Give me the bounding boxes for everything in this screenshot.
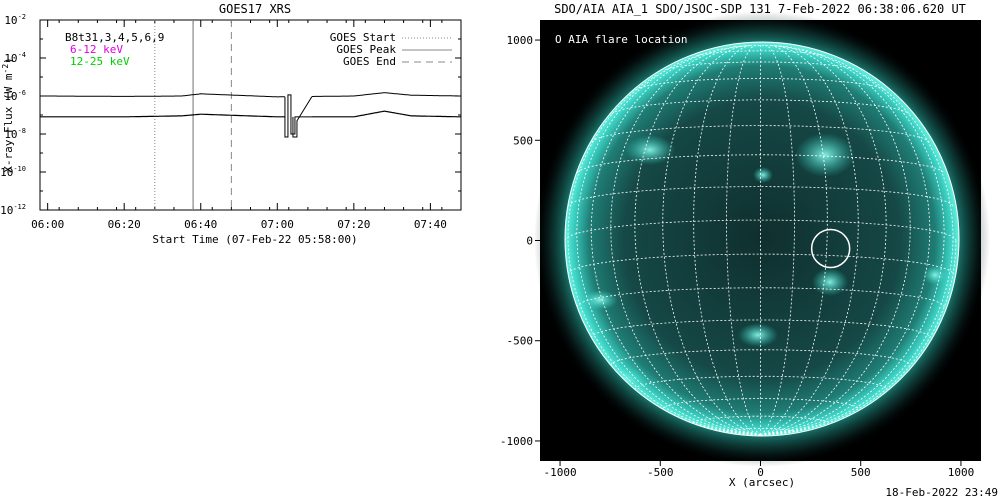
channel-label-black: B8t31,3,4,5,6,9: [65, 31, 164, 44]
legend-goes-peak-label: GOES Peak: [336, 43, 396, 56]
aia-x-tick-label: 0: [757, 466, 764, 479]
active-region: [795, 133, 855, 177]
legend-goes-end-label: GOES End: [343, 55, 396, 68]
aia-x-tick-label: -1000: [543, 466, 576, 479]
plot-timestamp: 18-Feb-2022 23:49: [885, 486, 998, 499]
goes-x-axis: 06:00 06:20 06:40 07:00 07:20 07:40: [31, 20, 462, 231]
goes-xlabel: Start Time (07-Feb-22 05:58:00): [152, 233, 357, 246]
grid-parallel: [664, 61, 857, 71]
goes-y-axis: 10-2 10-4 10-6 10-8 10-10 10-12: [0, 13, 461, 217]
active-region: [923, 265, 947, 285]
grid-meridian: [760, 47, 931, 436]
active-region: [812, 268, 848, 296]
flare-location-marker: [810, 228, 851, 269]
grid-parallel: [567, 253, 954, 275]
active-region: [582, 290, 618, 310]
aia-y-tick-label: -500: [507, 335, 534, 348]
grid-parallel: [693, 415, 828, 424]
grid-parallel: [590, 319, 931, 338]
aia-panel: SDO/AIA AIA_1 SDO/JSOC-SDP 131 7-Feb-202…: [500, 2, 990, 489]
active-region: [738, 323, 778, 347]
goes-ylabel: X-ray Flux (W m-2): [1, 57, 15, 173]
aia-y-tick-label: 1000: [507, 34, 534, 47]
solar-limb: [564, 41, 960, 437]
grid-meridian: [610, 46, 761, 436]
legend-goes-start-label: GOES Start: [330, 31, 396, 44]
channel-label-magenta: 6-12 keV: [70, 43, 123, 56]
goes-series-line: [40, 92, 461, 98]
grid-meridian: [726, 44, 761, 436]
active-region: [753, 167, 773, 183]
grid-meridian: [634, 45, 761, 436]
aia-x-tick-label: 1000: [948, 466, 975, 479]
grid-parallel: [635, 78, 886, 91]
goes-x-tick-label: 06:40: [184, 218, 217, 231]
grid-parallel: [591, 125, 930, 143]
grid-meridian: [693, 44, 761, 436]
aia-legend-label: O AIA flare location: [555, 33, 687, 46]
goes-x-tick-label: 07:20: [337, 218, 370, 231]
goes-y-tick-label: 10-6: [4, 89, 26, 103]
aia-x-tick-label: -500: [647, 466, 674, 479]
grid-parallel: [576, 154, 945, 173]
aia-y-tick-label: 0: [526, 235, 533, 248]
grid-meridian: [760, 45, 887, 436]
grid-meridian: [760, 46, 911, 436]
channel-label-green: 12-25 keV: [70, 55, 130, 68]
grid-parallel: [610, 349, 911, 366]
goes-x-tick-label: 06:00: [31, 218, 64, 231]
heliographic-grid: [565, 44, 957, 436]
goes-y-tick-label: 10-10: [0, 165, 26, 179]
goes-legend: GOES Start GOES Peak GOES End: [330, 31, 452, 68]
goes-x-tick-label: 07:40: [414, 218, 447, 231]
goes-x-tick-label: 07:00: [261, 218, 294, 231]
goes-series-line: [40, 110, 461, 118]
grid-parallel: [696, 50, 825, 57]
aia-x-tick-label: 500: [851, 466, 871, 479]
active-region: [625, 135, 675, 165]
grid-meridian: [760, 240, 957, 436]
aia-title: SDO/AIA AIA_1 SDO/JSOC-SDP 131 7-Feb-202…: [554, 2, 966, 16]
grid-parallel: [565, 219, 957, 241]
grid-meridian: [760, 45, 859, 436]
aia-y-tick-label: -1000: [500, 435, 533, 448]
goes-title: GOES17 XRS: [219, 2, 291, 16]
grid-parallel: [662, 398, 859, 409]
goes-y-tick-label: 10-8: [4, 127, 26, 141]
grid-meridian: [760, 44, 795, 436]
aia-y-tick-label: 500: [513, 134, 533, 147]
grid-parallel: [634, 375, 887, 390]
goes-panel: GOES17 XRS X-ray Flux (W m-2) 10-210-410…: [0, 2, 462, 246]
grid-meridian: [760, 44, 828, 436]
aia-xlabel: X (arcsec): [729, 476, 795, 489]
goes-series-group: [40, 92, 461, 138]
goes-x-tick-label: 06:20: [108, 218, 141, 231]
goes-y-tick-label: 10-2: [4, 13, 26, 27]
goes-data-dropout: [292, 96, 313, 138]
goes-y-tick-label: 10-4: [4, 51, 26, 65]
goes-y-tick-label: 10-12: [0, 203, 26, 217]
aia-y-axis: 1000 500 0 -500 -1000: [500, 34, 540, 448]
aia-x-axis: -1000 -500 0 500 1000: [543, 461, 974, 479]
goes-data-dropout: [284, 94, 312, 138]
grid-parallel: [726, 428, 795, 432]
grid-meridian: [662, 45, 761, 436]
